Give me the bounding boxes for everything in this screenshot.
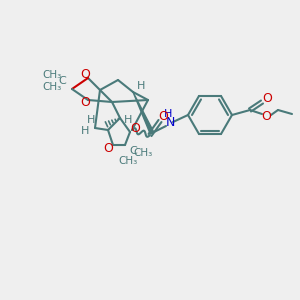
Text: O: O (158, 110, 168, 122)
Text: N: N (165, 116, 175, 130)
Text: O: O (261, 110, 271, 122)
Text: CH₃: CH₃ (134, 148, 153, 158)
Text: CH₃: CH₃ (42, 82, 62, 92)
Text: O: O (130, 122, 140, 136)
Text: H: H (87, 115, 95, 125)
Text: O: O (103, 142, 113, 154)
Text: H: H (137, 81, 145, 91)
Polygon shape (133, 92, 154, 134)
Text: O: O (262, 92, 272, 106)
Text: H: H (124, 115, 132, 125)
Text: C: C (58, 76, 66, 86)
Text: H: H (164, 109, 172, 119)
Text: CH₃: CH₃ (42, 70, 62, 80)
Text: CH₃: CH₃ (118, 156, 138, 166)
Text: O: O (80, 68, 90, 82)
Text: C: C (129, 146, 137, 156)
Text: O: O (80, 97, 90, 110)
Text: H: H (81, 126, 89, 136)
